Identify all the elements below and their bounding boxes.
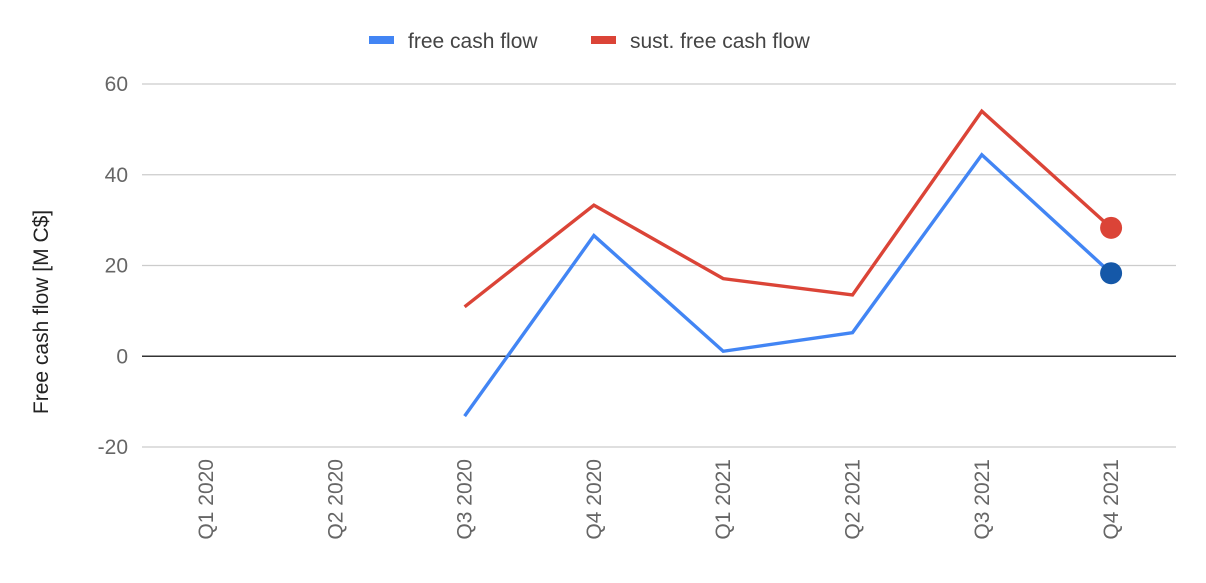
x-tick-label: Q3 2020	[454, 459, 477, 540]
legend-swatch-2	[591, 36, 616, 44]
legend-label-2: sust. free cash flow	[630, 30, 811, 53]
series-lines	[463, 108, 1113, 418]
y-tick-label: 40	[105, 164, 128, 187]
gridlines	[142, 83, 1176, 448]
series-2-last-point-marker	[1100, 216, 1123, 239]
series-line-2	[463, 108, 1113, 309]
legend: free cash flow sust. free cash flow	[369, 30, 811, 53]
series-line-1	[463, 152, 1113, 418]
y-tick-label: -20	[98, 436, 128, 459]
y-tick-label: 20	[105, 255, 128, 278]
legend-swatch-1	[369, 36, 394, 44]
y-axis-title: Free cash flow [M C$]	[30, 210, 53, 414]
x-tick-label: Q2 2021	[842, 459, 865, 540]
x-tick-label: Q1 2020	[195, 459, 218, 540]
series-markers	[1100, 216, 1123, 285]
x-tick-label: Q2 2020	[324, 459, 347, 540]
series-1-last-point-marker	[1100, 262, 1123, 285]
x-axis-ticks: Q1 2020 Q2 2020 Q3 2020 Q4 2020 Q1 2021 Q2 20…	[195, 459, 1123, 540]
y-tick-label: 60	[105, 73, 128, 96]
x-tick-label: Q1 2021	[712, 459, 735, 540]
y-axis-ticks: -20 0 20 40 60	[98, 73, 128, 459]
x-tick-label: Q3 2021	[971, 459, 994, 540]
x-tick-label: Q4 2020	[583, 459, 606, 540]
legend-label-1: free cash flow	[408, 30, 538, 53]
x-tick-label: Q4 2021	[1100, 459, 1123, 540]
y-tick-label: 0	[116, 345, 128, 368]
